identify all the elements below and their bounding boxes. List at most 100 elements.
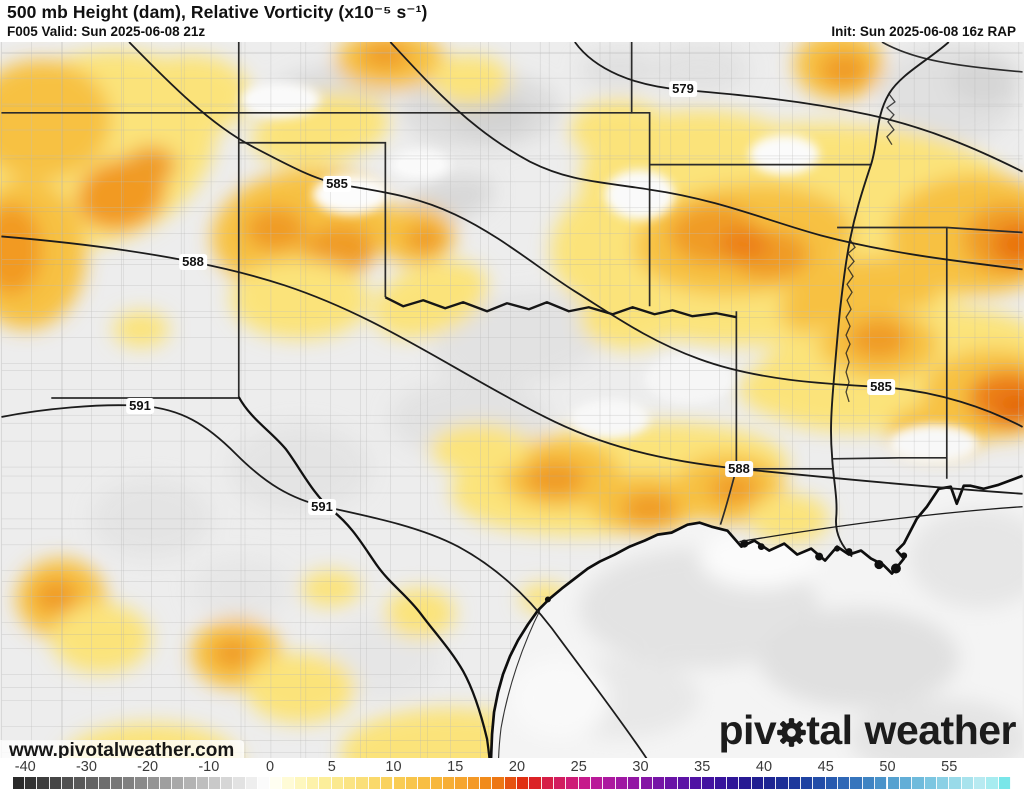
- colorbar-cell: [739, 777, 752, 789]
- colorbar-cell: [862, 777, 876, 789]
- colorbar-cell: [233, 777, 246, 789]
- colorbar-cell: [319, 777, 332, 789]
- colorbar-cell: [356, 777, 369, 789]
- colorbar-cell: [172, 777, 185, 789]
- colorbar-tick: 5: [327, 759, 336, 775]
- colorbar-cell: [801, 777, 814, 789]
- colorbar-tick: 30: [632, 759, 649, 775]
- colorbar-cell: [331, 777, 345, 789]
- colorbar-tick: 10: [385, 759, 402, 775]
- colorbar-cell: [368, 777, 382, 789]
- colorbar-tick: -30: [75, 759, 97, 775]
- colorbar-cell: [135, 777, 148, 789]
- colorbar-cell: [86, 777, 99, 789]
- colorbar-cell: [257, 777, 270, 789]
- colorbar-cell: [936, 777, 950, 789]
- colorbar-cell: [591, 777, 604, 789]
- colorbar-cell: [418, 777, 431, 789]
- mississippi-river: [830, 42, 950, 558]
- colorbar-cell: [467, 777, 480, 789]
- colorbar-cell: [245, 777, 258, 789]
- colorbar-cell: [677, 777, 690, 789]
- colorbar-cell: [603, 777, 616, 789]
- colorbar-cell: [98, 777, 111, 789]
- colorbar-tick: -40: [14, 759, 36, 775]
- colorbar-cell: [998, 777, 1011, 789]
- logo-text-tal: tal: [806, 707, 853, 753]
- colorbar-cell: [714, 777, 727, 789]
- gear-icon: [777, 717, 807, 747]
- colorbar-cell: [899, 777, 913, 789]
- colorbar-cell: [689, 777, 703, 789]
- gulf-shading: [510, 508, 1023, 758]
- colorbar-cell: [147, 777, 160, 789]
- contour-gulf: [739, 506, 1023, 543]
- colorbar-cell: [949, 777, 962, 789]
- colorbar-cell: [110, 777, 124, 789]
- colorbar-tick: 20: [508, 759, 526, 775]
- colorbar-cell: [529, 777, 542, 789]
- map-canvas: [0, 42, 1024, 758]
- colorbar-cell: [764, 777, 777, 789]
- colorbar-cell: [887, 777, 900, 789]
- logo-text-weather: weather: [864, 707, 1017, 753]
- contour-582: [389, 42, 1023, 271]
- colorbar-cell: [455, 777, 468, 789]
- valid-time-label: F005 Valid: Sun 2025-06-08 21z: [7, 24, 206, 39]
- colorbar-cell: [726, 777, 740, 789]
- colorbar-cell: [541, 777, 555, 789]
- colorbar-cell: [640, 777, 653, 789]
- colorbar-cell: [270, 777, 283, 789]
- colorbar-tick: 50: [879, 759, 896, 775]
- colorbar-cell: [13, 777, 26, 789]
- colorbar-tick: 25: [570, 759, 587, 775]
- colorbar-cell: [776, 777, 789, 789]
- colorbar-tick: -10: [198, 759, 220, 775]
- colorbar-cell: [123, 777, 136, 789]
- colorbar-cell: [875, 777, 888, 789]
- rio-grande-border: [237, 396, 491, 758]
- colorbar-cell: [838, 777, 851, 789]
- colorbar-cell: [49, 777, 62, 789]
- page-title: 500 mb Height (dam), Relative Vorticity …: [7, 2, 428, 22]
- weather-map: [0, 42, 1024, 758]
- colorbar-cell: [788, 777, 802, 789]
- colorbar-cell: [517, 777, 530, 789]
- colorbar-cell: [628, 777, 641, 789]
- colorbar-cell: [825, 777, 839, 789]
- coastal-marsh: [544, 539, 908, 603]
- colorbar-cell: [208, 777, 222, 789]
- colorbar-cell: [986, 777, 999, 789]
- colorbar-cell: [74, 777, 87, 789]
- colorbar-tick: 15: [447, 759, 464, 775]
- colorbar-cell: [961, 777, 974, 789]
- colorbar-cell: [307, 777, 320, 789]
- colorbar-cell: [504, 777, 517, 789]
- colorbar-cell: [912, 777, 925, 789]
- contour-579: [574, 42, 1023, 173]
- colorbar-tick: -20: [137, 759, 159, 775]
- colorbar-cell: [702, 777, 715, 789]
- colorbar-tick: 35: [694, 759, 711, 775]
- colorbar-cell: [37, 777, 50, 789]
- colorbar-cell: [344, 777, 357, 789]
- colorbar-cell: [665, 777, 678, 789]
- colorbar-cell: [615, 777, 629, 789]
- colorbar-cell: [159, 777, 173, 789]
- colorbar-cell: [184, 777, 197, 789]
- colorbar-cell: [578, 777, 592, 789]
- logo-text-piv: piv: [718, 707, 777, 753]
- colorbar-cell: [294, 777, 308, 789]
- colorbar: -40 -30 -20 -10 0 5 10 15 20 25 30 35 40 45 50 55: [0, 758, 1024, 791]
- colorbar-cell: [25, 777, 38, 789]
- red-river-border: [384, 296, 737, 319]
- colorbar-cell: [554, 777, 567, 789]
- colorbar-cell: [492, 777, 505, 789]
- colorbar-cell: [566, 777, 579, 789]
- colorbar-cell: [850, 777, 863, 789]
- colorbar-cell: [813, 777, 826, 789]
- colorbar-cell: [282, 777, 295, 789]
- pivotal-weather-logo: piv tal weather: [718, 708, 1016, 752]
- colorbar-cell: [973, 777, 987, 789]
